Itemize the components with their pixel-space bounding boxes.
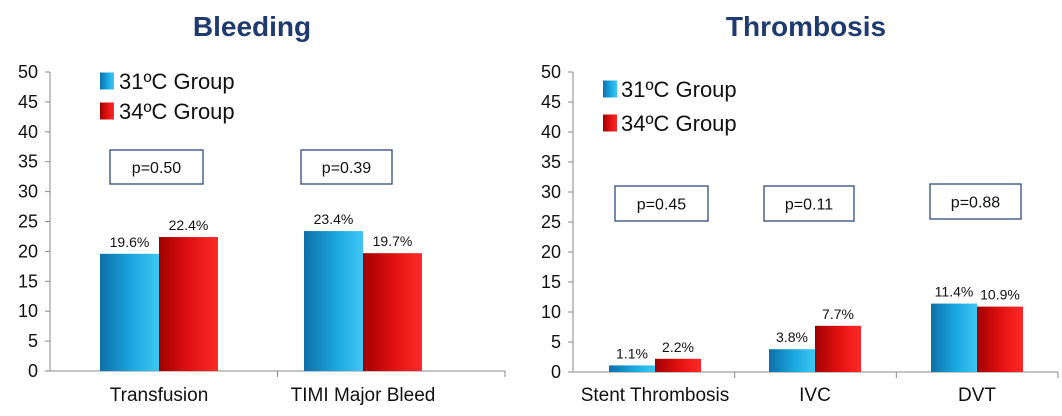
thrombosis-chart: Thrombosis 0 5 10 15 20 25 30 35 40 45 50 1.1% 2.2% St… <box>541 11 1059 406</box>
legend-label: 34ºC Group <box>119 99 235 124</box>
legend-label: 34ºC Group <box>621 111 737 136</box>
y-tick-label: 50 <box>18 62 38 82</box>
chart-title: Bleeding <box>193 11 311 42</box>
data-label: 23.4% <box>314 211 354 227</box>
y-tick-label: 10 <box>541 302 561 322</box>
bar <box>655 358 701 372</box>
y-tick-label: 5 <box>551 332 561 352</box>
legend-swatch <box>603 114 617 132</box>
p-value-label: p=0.45 <box>637 197 686 214</box>
x-category-label: Stent Thrombosis <box>581 385 730 406</box>
p-value-box <box>614 185 709 222</box>
x-category-label: Transfusion <box>110 385 209 406</box>
x-category-label: DVT <box>958 385 996 406</box>
y-tick-label: 50 <box>541 62 561 82</box>
p-value-label: p=0.39 <box>322 160 371 177</box>
y-tick-label: 15 <box>18 271 38 291</box>
y-tick-label: 45 <box>18 92 38 112</box>
bar <box>159 237 218 371</box>
y-tick-label: 30 <box>18 182 38 202</box>
y-tick-label: 20 <box>541 242 561 262</box>
y-tick-label: 35 <box>18 152 38 172</box>
data-label: 22.4% <box>169 217 209 233</box>
p-value-box <box>929 183 1022 220</box>
y-tick-label: 10 <box>18 301 38 321</box>
legend-label: 31ºC Group <box>621 77 737 102</box>
bar <box>977 306 1023 372</box>
y-tick-label: 45 <box>541 92 561 112</box>
x-category-label: IVC <box>799 385 831 406</box>
data-label: 10.9% <box>980 287 1020 303</box>
y-tick-label: 25 <box>18 212 38 232</box>
y-tick-label: 15 <box>541 272 561 292</box>
p-value-box <box>763 185 855 222</box>
y-tick-label: 35 <box>541 152 561 172</box>
data-label: 19.6% <box>110 234 150 250</box>
x-category-label: TIMI Major Bleed <box>291 385 436 406</box>
y-tick-label: 5 <box>28 331 38 351</box>
y-tick-label: 0 <box>28 361 38 381</box>
bar <box>100 253 159 371</box>
bar <box>931 303 977 372</box>
p-value-label: p=0.88 <box>951 195 1000 212</box>
bar <box>363 253 422 371</box>
data-label: 19.7% <box>373 233 413 249</box>
legend-label: 31ºC Group <box>119 69 235 94</box>
data-label: 7.7% <box>822 306 854 322</box>
y-tick-label: 40 <box>541 122 561 142</box>
y-tick-label: 25 <box>541 212 561 232</box>
p-value-box <box>109 149 204 185</box>
p-value-label: p=0.50 <box>132 160 181 177</box>
legend-swatch <box>100 72 114 90</box>
p-value-label: p=0.11 <box>785 197 833 214</box>
data-label: 3.8% <box>776 329 808 345</box>
y-tick-label: 20 <box>18 241 38 261</box>
bar <box>815 325 861 372</box>
y-tick-label: 0 <box>551 362 561 382</box>
y-tick-label: 40 <box>18 122 38 142</box>
legend-swatch <box>100 102 114 120</box>
bar <box>769 349 815 372</box>
y-tick-label: 30 <box>541 182 561 202</box>
legend-swatch <box>603 80 617 98</box>
bleeding-chart: Bleeding 0 5 10 15 20 25 30 35 40 45 50 19.6% 22.4% Tr… <box>18 11 506 406</box>
data-label: 11.4% <box>935 284 974 300</box>
bar <box>304 231 363 371</box>
data-label: 2.2% <box>662 339 694 355</box>
data-label: 1.1% <box>616 345 648 361</box>
p-value-box <box>300 149 393 185</box>
bar <box>609 365 655 372</box>
chart-title: Thrombosis <box>726 11 886 42</box>
